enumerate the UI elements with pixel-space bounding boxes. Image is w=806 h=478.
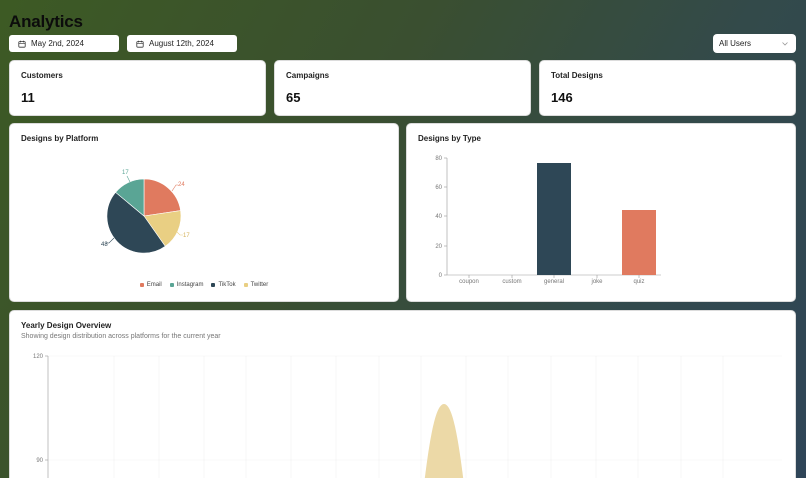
stat-value: 65 <box>286 90 301 105</box>
page-title: Analytics <box>9 12 83 31</box>
start-date-picker[interactable]: May 2nd, 2024 <box>9 35 119 52</box>
pie-label-twitter: 17 <box>183 233 190 239</box>
pie-slice-instagram[interactable] <box>115 178 145 217</box>
user-filter-select[interactable]: All Users <box>713 34 796 53</box>
pie-slice-tiktok[interactable] <box>106 191 166 254</box>
svg-text:20: 20 <box>435 244 442 250</box>
svg-text:40: 40 <box>435 214 442 220</box>
legend-item-twitter[interactable]: Twitter <box>243 282 268 288</box>
pie-slice-twitter[interactable] <box>143 210 182 247</box>
stat-card-total-designs: Total Designs 146 <box>539 60 796 116</box>
pie-legend: Email Instagram TikTok Twitter <box>10 282 398 288</box>
calendar-icon <box>136 40 144 48</box>
svg-text:joke: joke <box>590 279 603 285</box>
svg-text:60: 60 <box>435 185 442 191</box>
start-date-label: May 2nd, 2024 <box>31 39 84 48</box>
pie-slice-email[interactable] <box>143 178 181 217</box>
svg-text:coupon: coupon <box>459 279 479 285</box>
area-twitter[interactable] <box>422 404 466 478</box>
bar-quiz[interactable] <box>622 210 656 275</box>
type-chart-card: Designs by Type 80 60 40 20 0 coupon <box>406 123 796 302</box>
end-date-label: August 12th, 2024 <box>149 39 214 48</box>
legend-item-instagram[interactable]: Instagram <box>169 282 203 288</box>
svg-text:0: 0 <box>439 273 443 279</box>
svg-text:90: 90 <box>36 458 43 464</box>
bar-chart: 80 60 40 20 0 coupon custom general joke… <box>435 156 661 285</box>
svg-text:80: 80 <box>435 156 442 162</box>
legend-swatch <box>243 283 248 287</box>
legend-item-email[interactable]: Email <box>139 282 162 288</box>
stat-label: Campaigns <box>286 71 330 80</box>
calendar-icon <box>18 40 26 48</box>
card-subtitle: Showing design distribution across platf… <box>21 333 221 340</box>
yearly-chart-card: Yearly Design Overview Showing design di… <box>9 310 796 478</box>
stat-value: 11 <box>21 90 35 105</box>
pie-label-tiktok: 48 <box>101 242 108 248</box>
legend-item-tiktok[interactable]: TikTok <box>211 282 236 288</box>
end-date-picker[interactable]: August 12th, 2024 <box>127 35 237 52</box>
card-title: Yearly Design Overview <box>21 321 112 330</box>
stat-label: Customers <box>21 71 63 80</box>
chevron-down-icon <box>782 41 788 46</box>
pie-label-instagram: 17 <box>122 170 129 176</box>
platform-chart-card: Designs by Platform 24 17 48 17 Email In… <box>9 123 399 302</box>
legend-swatch <box>169 283 174 287</box>
svg-text:general: general <box>544 279 564 285</box>
bar-general[interactable] <box>537 163 571 275</box>
legend-swatch <box>139 283 144 287</box>
stat-label: Total Designs <box>551 71 603 80</box>
user-filter-value: All Users <box>719 39 752 48</box>
card-title: Designs by Platform <box>21 134 99 143</box>
area-chart: 120 90 <box>33 354 782 478</box>
svg-text:quiz: quiz <box>633 279 644 285</box>
pie-chart: 24 17 48 17 <box>101 170 190 254</box>
card-title: Designs by Type <box>418 134 481 143</box>
legend-swatch <box>211 283 216 287</box>
stat-value: 146 <box>551 90 573 105</box>
svg-text:custom: custom <box>502 279 521 285</box>
pie-label-email: 24 <box>178 182 185 188</box>
stat-card-customers: Customers 11 <box>9 60 266 116</box>
stat-card-campaigns: Campaigns 65 <box>274 60 531 116</box>
svg-text:120: 120 <box>33 354 44 360</box>
